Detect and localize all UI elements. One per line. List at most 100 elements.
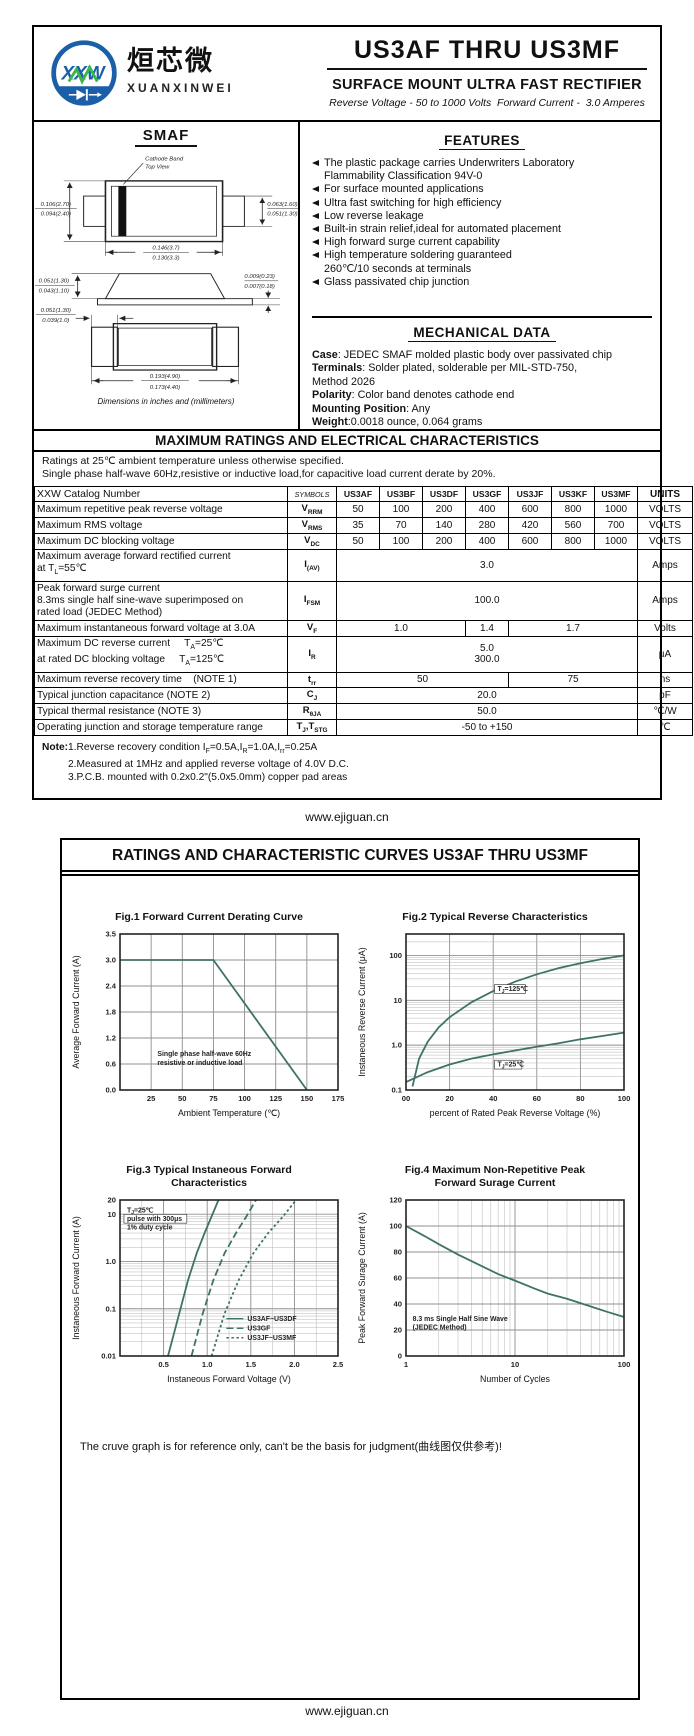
svg-text:60: 60	[394, 1274, 402, 1283]
feature-item: 260℃/10 seconds at terminals	[324, 262, 472, 275]
brand-name-en: XUANXINWEI	[127, 81, 234, 95]
svg-text:100: 100	[238, 1094, 251, 1103]
svg-text:00: 00	[402, 1094, 410, 1103]
feature-item: High forward surge current capability	[312, 236, 652, 249]
info-column: FEATURES The plastic package carries Und…	[300, 122, 660, 429]
legend-entry: US3GF	[247, 1326, 270, 1333]
svg-text:3.0: 3.0	[105, 956, 116, 965]
svg-text:2.4: 2.4	[105, 982, 116, 991]
fig3-plot: 20 10 1.0 0.1 0.01 0.5 1.0 1.5 2.0 2.5 Instaneous …	[71, 1196, 344, 1384]
dim-bottom-width-upper: 0.193(4.90)	[150, 374, 181, 380]
figure-3: Fig.3 Typical Instaneous Forward Characte…	[66, 1164, 352, 1404]
figure-4-title: Fig.4 Maximum Non-Repetitive Peak Forward…	[404, 1164, 586, 1189]
col-header-device: US3KF	[551, 486, 595, 503]
y-axis-label: Instaneous Forward Current (A)	[71, 1216, 81, 1340]
curve-TJ=25C	[405, 1031, 625, 1083]
svg-text:40: 40	[489, 1094, 497, 1103]
dim-top-right-upper: 0.063(1.60)	[267, 202, 298, 208]
svg-text:175: 175	[332, 1094, 345, 1103]
bullet-arrow-icon	[312, 160, 319, 166]
bullet-arrow-icon	[312, 212, 319, 219]
annotation: resistive or inductive load	[157, 1060, 242, 1067]
svg-text:1.2: 1.2	[105, 1034, 116, 1043]
mechanical-row: Weight:0.0018 ounce, 0.064 grams	[312, 416, 483, 429]
curve-US3GF	[190, 1199, 257, 1357]
x-axis-label: Ambient Temperature (℃)	[178, 1108, 280, 1118]
table-row: Maximum RMS voltage VRMS 35 70 140 280 420 560 7…	[34, 517, 693, 535]
mechanical-row: Polarity: Color band denotes cathode end	[312, 389, 515, 402]
feature-item: Glass passivated chip junction	[312, 276, 652, 289]
double-rule	[62, 874, 638, 876]
dim-top-right-lower: 0.051(1.30)	[267, 212, 298, 218]
svg-text:0.1: 0.1	[105, 1304, 116, 1313]
dim-top-left-upper: 0.106(2.70)	[41, 202, 72, 208]
tagline: Reverse Voltage - 50 to 1000 Volts Forwa…	[329, 97, 645, 109]
svg-text:0.1: 0.1	[391, 1086, 402, 1095]
page1-sheet: XXW 烜芯微 XUANXINWEI US3AF THRU US3MF SURF…	[32, 25, 693, 800]
col-header-device: US3DF	[422, 486, 466, 503]
diode-symbol-icon	[76, 89, 86, 100]
curve-US3AF-US3MF	[120, 959, 308, 1091]
title-block: US3AF THRU US3MF SURFACE MOUNT ULTRA FAS…	[314, 27, 660, 120]
figure-1: Fig.1 Forward Current Derating Curve 0.0…	[66, 898, 352, 1138]
annotation: 1% duty cycle	[127, 1224, 173, 1231]
svg-text:1.0: 1.0	[202, 1360, 213, 1369]
svg-text:1.0: 1.0	[391, 1041, 402, 1050]
table-row: Peak forward surge current 8.3ms single h…	[34, 580, 693, 622]
legend-entry: US3JF~US3MF	[247, 1335, 296, 1342]
website-url-bottom: www.ejiguan.cn	[305, 1704, 389, 1718]
svg-text:3.5: 3.5	[105, 930, 116, 939]
feature-item: Ultra fast switching for high efficiency	[312, 197, 652, 210]
svg-text:2.0: 2.0	[289, 1360, 300, 1369]
dim-pad-upper: 0.051(1.30)	[41, 308, 72, 314]
svg-text:80: 80	[394, 1248, 402, 1257]
svg-text:100: 100	[618, 1094, 631, 1103]
dim-top-left-lower: 0.094(2.40)	[41, 212, 72, 218]
bullet-arrow-icon	[312, 278, 319, 285]
cathode-band	[118, 186, 127, 237]
svg-text:0.5: 0.5	[158, 1360, 169, 1369]
svg-text:20: 20	[445, 1094, 453, 1103]
mechanical-row: Method 2026	[312, 375, 376, 388]
svg-text:50: 50	[178, 1094, 186, 1103]
figure-2-title: Fig.2 Typical Reverse Characteristics	[402, 910, 588, 923]
bullet-arrow-icon	[312, 226, 319, 233]
brand-text: 烜芯微 XUANXINWEI	[127, 36, 234, 95]
bullet-arrow-icon	[312, 186, 319, 193]
dim-side-left-lower: 0.043(1.10)	[39, 289, 70, 295]
table-row: Typical junction capacitance (NOTE 2) CJ 2…	[34, 687, 693, 705]
figure-3-chart: 20 10 1.0 0.1 0.01 0.5 1.0 1.5 2.0 2.5 Instaneous …	[66, 1192, 352, 1404]
dim-top-width-lower: 0.130(3.3)	[152, 256, 179, 262]
brand-block: XXW 烜芯微 XUANXINWEI	[34, 27, 314, 120]
svg-text:0.0: 0.0	[105, 1086, 116, 1095]
table-row: Maximum DC reverse current TA=25℃ at rate…	[34, 636, 693, 673]
two-column-section: SMAF Cathode Band Top View	[34, 122, 660, 430]
package-column: SMAF Cathode Band Top View	[34, 122, 300, 430]
dim-top-width-upper: 0.146(3.7)	[152, 246, 179, 252]
ratings-table: XXW Catalog Number SYMBOLS US3AF US3BF US3DF…	[34, 486, 693, 737]
svg-text:1: 1	[404, 1360, 409, 1369]
disclaimer-text: The cruve graph is for reference only, c…	[80, 1441, 502, 1453]
figure-1-chart: 0.0 0.6 1.2 1.8 2.4 3.0 3.5 25 50 75 100 125 150 175 A…	[66, 926, 352, 1138]
conditions-line: Single phase half-wave 60Hz,resistive or…	[42, 468, 496, 481]
annotation: TJ=25℃	[127, 1206, 154, 1216]
table-row: Maximum repetitive peak reverse voltage V…	[34, 501, 693, 519]
svg-text:10: 10	[511, 1360, 519, 1369]
svg-text:25: 25	[147, 1094, 156, 1103]
svg-text:40: 40	[394, 1300, 402, 1309]
svg-text:100: 100	[389, 1222, 402, 1231]
figure-4: Fig.4 Maximum Non-Repetitive Peak Forward…	[352, 1164, 638, 1404]
subtitle: SURFACE MOUNT ULTRA FAST RECTIFIER	[332, 77, 642, 93]
legend-entry: US3AF~US3DF	[247, 1316, 296, 1323]
feature-item: Flammability Classification 94V-0	[324, 170, 483, 183]
bullet-arrow-icon	[312, 252, 319, 259]
svg-text:10: 10	[394, 996, 402, 1005]
svg-text:150: 150	[301, 1094, 314, 1103]
figure-2: Fig.2 Typical Reverse Characteristics 10…	[352, 898, 638, 1138]
table-row: Maximum reverse recovery time (NOTE 1) tr…	[34, 671, 693, 689]
conditions-line: Ratings at 25℃ ambient temperature unles…	[42, 455, 344, 468]
y-axis-label: Peak Forward Surage Current (A)	[357, 1212, 367, 1344]
svg-text:0.01: 0.01	[101, 1352, 117, 1361]
col-header-device: US3AF	[336, 486, 380, 503]
